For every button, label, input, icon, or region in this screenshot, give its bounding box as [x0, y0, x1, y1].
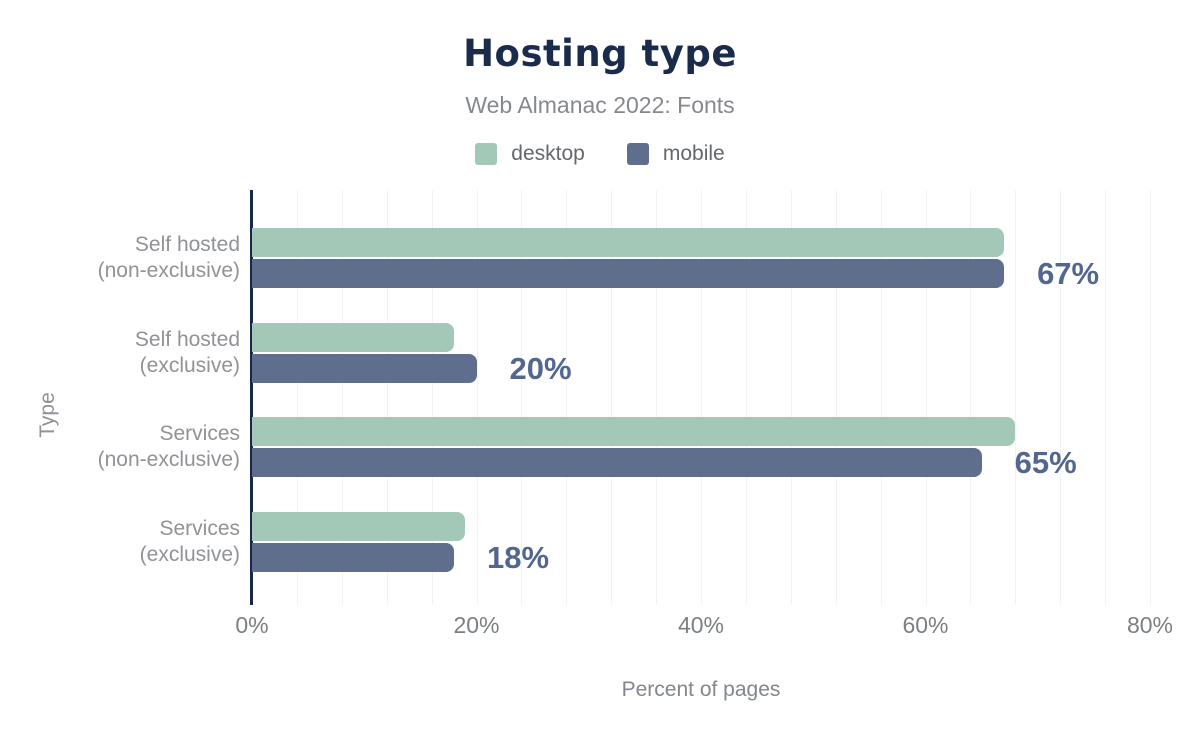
gridline	[1105, 190, 1107, 605]
category-label: Self hosted (non-exclusive)	[97, 233, 240, 282]
plot-area	[250, 190, 1151, 605]
legend-label-mobile: mobile	[662, 142, 725, 165]
value-label: 18%	[487, 539, 550, 575]
x-tick-label: 20%	[453, 612, 500, 638]
category-label: Self hosted (exclusive)	[134, 327, 240, 377]
desktop-swatch-icon	[475, 143, 498, 165]
bar-desktop[interactable]	[252, 322, 455, 352]
gridline	[476, 190, 478, 605]
gridline	[970, 190, 972, 605]
value-label: 65%	[1014, 445, 1077, 480]
value-label: 67%	[1037, 256, 1100, 291]
gridline	[790, 190, 792, 605]
gridline	[835, 190, 837, 605]
category-label: Services (exclusive)	[139, 516, 240, 566]
legend-item-desktop[interactable]: desktop	[475, 142, 585, 166]
gridline	[880, 190, 882, 605]
gridline	[1015, 190, 1017, 605]
gridline	[925, 190, 927, 605]
x-axis-title: Percent of pages	[621, 678, 781, 701]
bar-desktop[interactable]	[252, 511, 466, 541]
y-axis-line	[250, 190, 253, 605]
chart-subtitle: Web Almanac 2022: Fonts	[465, 92, 735, 118]
x-tick-label: 0%	[235, 612, 269, 638]
bar-desktop[interactable]	[252, 228, 1005, 257]
legend-item-mobile[interactable]: mobile	[626, 142, 725, 166]
gridline	[1060, 190, 1062, 605]
gridline	[341, 190, 343, 605]
gridline	[745, 190, 747, 605]
mobile-swatch-icon	[626, 143, 649, 165]
legend: desktop mobile	[0, 142, 1200, 166]
gridline	[566, 190, 568, 605]
bar-mobile[interactable]	[252, 448, 982, 477]
x-tick-label: 60%	[902, 612, 949, 638]
gridline	[431, 190, 433, 605]
chart-title: Hosting type	[463, 32, 737, 75]
bar-mobile[interactable]	[252, 542, 455, 572]
x-tick-label: 80%	[1126, 612, 1174, 638]
gridline	[1150, 190, 1151, 605]
gridline	[701, 190, 702, 605]
bar-mobile[interactable]	[252, 259, 1005, 288]
gridline	[656, 190, 658, 605]
gridline	[521, 190, 523, 605]
gridline	[386, 190, 388, 605]
legend-label-desktop: desktop	[511, 142, 585, 165]
bar-mobile[interactable]	[252, 353, 477, 383]
category-label: Services (non-exclusive)	[97, 422, 240, 471]
bar-desktop[interactable]	[252, 417, 1016, 446]
gridline	[296, 190, 298, 605]
x-tick-label: 40%	[677, 612, 725, 638]
value-label: 20%	[509, 350, 572, 386]
gridline	[611, 190, 613, 605]
